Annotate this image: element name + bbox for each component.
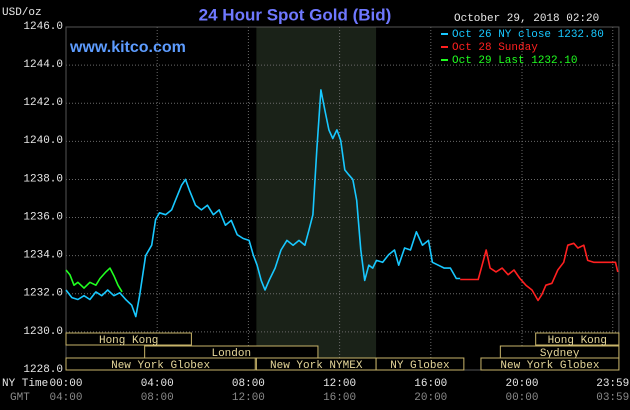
x2-tick-label: 03:59	[596, 392, 629, 404]
series-line	[460, 242, 619, 302]
session-label: London	[211, 348, 251, 360]
x-tick-label: 12:00	[323, 378, 356, 390]
session-box	[65, 357, 256, 371]
series-line	[65, 89, 461, 318]
y-tick-label: 1244.0	[23, 59, 63, 71]
legend-label: Oct 28 Sunday	[452, 42, 538, 54]
x-tick-label: 16:00	[414, 378, 447, 390]
y-axis-label: USD/oz	[2, 7, 42, 19]
x2-tick-label: 20:00	[414, 392, 447, 404]
chart-title: 24 Hour Spot Gold (Bid)	[199, 5, 392, 24]
session-box	[65, 332, 192, 346]
x2-tick-label: 08:00	[141, 392, 174, 404]
x2-tick-label: 16:00	[323, 392, 356, 404]
legend-label: Oct 26 NY close 1232.80	[452, 29, 604, 41]
x-tick-label: 20:00	[505, 378, 538, 390]
legend-label: Oct 29 Last 1232.10	[452, 55, 577, 67]
website: www.kitco.com	[69, 39, 186, 56]
x-tick-label: 08:00	[232, 378, 265, 390]
session-label: Hong Kong	[99, 335, 158, 347]
y-tick-label: 1232.0	[23, 288, 63, 300]
session-label: New York NYMEX	[270, 360, 363, 372]
y-tick-label: 1246.0	[23, 21, 63, 33]
y-tick-label: 1238.0	[23, 173, 63, 185]
series-line	[65, 267, 123, 293]
y-tick-label: 1230.0	[23, 326, 63, 338]
x2-tick-label: 00:00	[505, 392, 538, 404]
x-tick-label: 00:00	[49, 378, 82, 390]
y-tick-label: 1236.0	[23, 211, 63, 223]
session-box	[480, 357, 620, 371]
session-label: NY Globex	[390, 360, 450, 372]
highlight-band	[256, 27, 377, 370]
timestamp: October 29, 2018 02:20	[454, 13, 599, 25]
session-label: Hong Kong	[548, 335, 607, 347]
x-axis-label: NY Time	[2, 378, 48, 390]
x-tick-label: 23:59	[596, 378, 629, 390]
session-label: New York Globex	[500, 360, 599, 372]
x2-tick-label: 04:00	[49, 392, 82, 404]
session-label: Sydney	[540, 348, 580, 360]
x-tick-label: 04:00	[141, 378, 174, 390]
y-tick-label: 1234.0	[23, 250, 63, 262]
y-tick-label: 1242.0	[23, 97, 63, 109]
session-label: New York Globex	[111, 360, 210, 372]
y-tick-label: 1228.0	[23, 364, 63, 376]
x2-tick-label: 12:00	[232, 392, 265, 404]
session-box	[535, 332, 620, 346]
x2-axis-label: GMT	[10, 392, 30, 404]
session-box	[375, 357, 465, 371]
y-tick-label: 1240.0	[23, 135, 63, 147]
